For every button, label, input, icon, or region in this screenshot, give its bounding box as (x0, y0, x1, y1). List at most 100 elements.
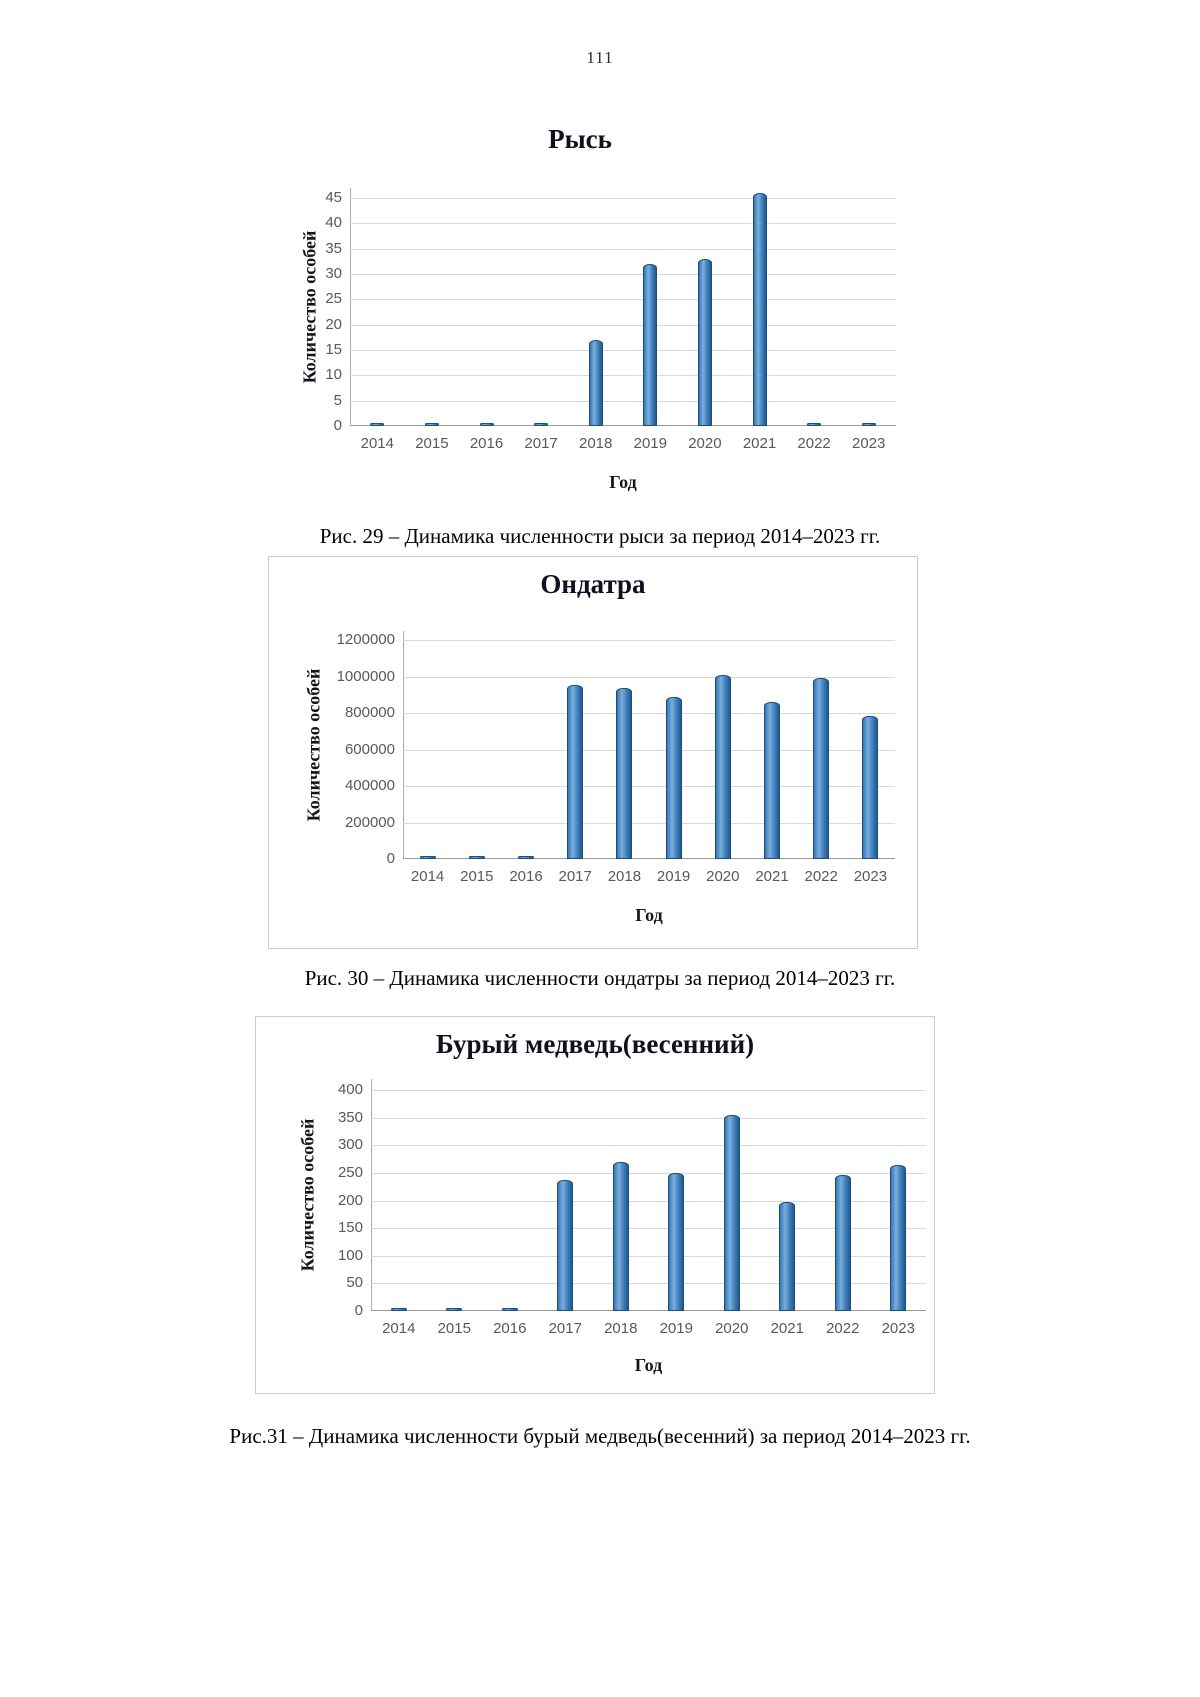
y-tick-label: 350 (337, 1108, 363, 1126)
x-axis-label: Год (635, 905, 663, 925)
bar-2018 (588, 339, 603, 426)
y-tick-label: 200000 (344, 813, 395, 831)
y-tick-label: 35 (325, 239, 342, 257)
gridline (371, 1145, 926, 1147)
x-tick-label: 2021 (742, 435, 777, 452)
x-tick-label: 2022 (826, 1320, 860, 1337)
bar-2018 (612, 1161, 629, 1311)
bar-2019 (643, 263, 658, 426)
x-tick-label: 2023 (853, 868, 888, 885)
x-tick-label: 2017 (524, 435, 558, 452)
y-tick-label: 25 (325, 290, 342, 308)
x-tick-label: 2014 (410, 868, 445, 885)
figure-muskrat: Ондатра 0 200000 400000 600000 800000 1000000… (268, 556, 918, 949)
gridline (403, 786, 895, 788)
gridline (403, 749, 895, 751)
bar-2019 (665, 696, 682, 859)
y-tick-label: 400 (337, 1081, 363, 1099)
y-tick-label: 200 (337, 1191, 363, 1209)
y-tick-label: 150 (337, 1219, 363, 1237)
x-tick-label: 2018 (579, 435, 613, 452)
x-tick-label: 2015 (437, 1320, 471, 1337)
y-axis-label: Количество особей (299, 230, 320, 384)
bar-2023 (862, 715, 879, 859)
gridline (350, 198, 896, 200)
bar-2021 (779, 1202, 796, 1311)
bar-2022 (813, 678, 830, 859)
lynx-chart-plot: 0 5 10 15 20 25 30 35 40 45 2014 2015 2016 2017 2018 20… (250, 174, 910, 504)
lynx-chart-title: Рысь (548, 124, 612, 154)
y-tick-label: 40 (325, 214, 342, 232)
bar-2014 (419, 856, 436, 859)
x-tick-label: 2022 (797, 435, 831, 452)
gridline (371, 1090, 926, 1092)
y-tick-label: 20 (325, 315, 342, 333)
x-tick-label: 2016 (493, 1320, 527, 1337)
bar-2019 (668, 1172, 685, 1311)
y-tick-label: 300 (337, 1136, 363, 1154)
x-tick-label: 2021 (770, 1320, 804, 1337)
bar-2014 (390, 1308, 407, 1311)
bar-2015 (424, 423, 439, 426)
x-tick-label: 2015 (460, 868, 494, 885)
x-tick-label: 2020 (715, 1320, 749, 1337)
bar-2020 (714, 674, 731, 859)
x-tick-label: 2020 (688, 435, 722, 452)
y-tick-label: 400000 (344, 777, 395, 795)
x-tick-label: 2021 (755, 868, 789, 885)
brown-bear-chart: Бурый медведь(весенний) 0 50 100 150 200 250 3… (255, 1016, 935, 1394)
y-tick-label: 100 (337, 1246, 363, 1264)
bar-2020 (697, 258, 712, 426)
gridline (403, 640, 895, 642)
x-tick-label: 2018 (607, 868, 642, 885)
y-tick-label: 45 (325, 189, 342, 207)
x-tick-label: 2023 (852, 435, 886, 452)
bar-2016 (479, 423, 494, 426)
bar-2021 (752, 193, 767, 426)
gridline (403, 713, 895, 715)
x-axis-label: Год (609, 472, 637, 492)
lynx-chart: Рысь 0 5 10 15 20 25 30 35 40 45 2014 2015 2016 2017 2… (250, 122, 910, 504)
y-axis-label: Количество особей (297, 1118, 318, 1272)
gridline (350, 248, 896, 250)
y-tick-label: 30 (325, 265, 342, 283)
muskrat-chart-title: Ондатра (540, 569, 646, 599)
gridline (403, 822, 895, 824)
bar-2022 (807, 423, 822, 426)
x-tick-label: 2014 (360, 435, 394, 452)
bar-2023 (861, 423, 876, 426)
figure-30-caption: Рис. 30 – Динамика численности ондатры з… (304, 966, 896, 990)
x-axis-label: Год (634, 1355, 663, 1375)
x-tick-label: 2023 (881, 1320, 915, 1337)
gridline (350, 324, 896, 326)
gridline (371, 1228, 926, 1230)
gridline (350, 375, 896, 377)
y-tick-label: 5 (333, 391, 342, 409)
y-tick-label: 0 (354, 1302, 363, 1319)
gridline (371, 1200, 926, 1202)
x-tick-label: 2016 (469, 435, 504, 452)
page-number: 111 (586, 48, 614, 67)
bar-2015 (468, 856, 485, 859)
gridline (350, 299, 896, 301)
gridline (350, 274, 896, 276)
brown-bear-chart-title: Бурый медведь(весенний) (435, 1029, 755, 1059)
figure-29-caption: Рис. 29 – Динамика численности рыси за п… (319, 524, 881, 548)
bar-2021 (764, 702, 780, 859)
muskrat-chart-plot: 0 200000 400000 600000 800000 1000000 1200000 2… (269, 601, 917, 936)
figure-31-caption: Рис.31 – Динамика численности бурый медв… (229, 1424, 971, 1448)
y-tick-label: 50 (346, 1274, 363, 1292)
gridline (371, 1172, 926, 1174)
bar-2023 (890, 1165, 907, 1311)
y-tick-label: 0 (333, 417, 342, 434)
y-tick-label: 10 (325, 366, 342, 384)
x-tick-label: 2019 (633, 435, 667, 452)
plot-area (371, 1079, 926, 1311)
x-tick-label: 2018 (604, 1320, 638, 1337)
y-tick-label: 1000000 (336, 667, 395, 685)
figure-brown-bear: Бурый медведь(весенний) 0 50 100 150 200 250 3… (255, 1016, 935, 1394)
y-axis-label: Количество особей (303, 668, 324, 822)
bar-2014 (370, 423, 385, 426)
y-tick-label: 0 (386, 850, 395, 867)
